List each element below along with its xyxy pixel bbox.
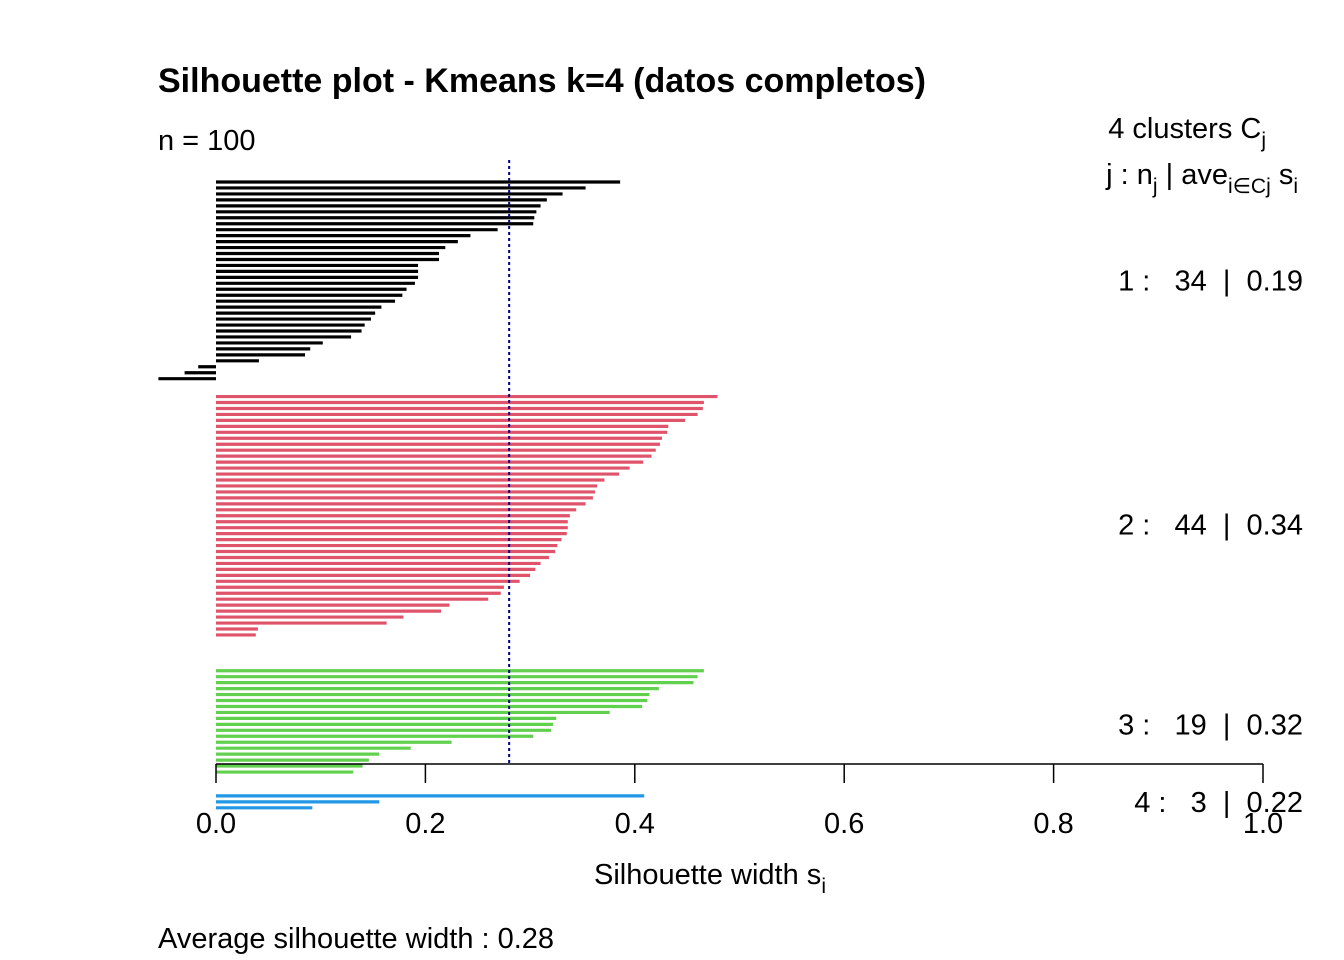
n-label: n = 100: [158, 125, 256, 157]
x-tick-label: 0.6: [824, 808, 864, 840]
legend-header-columns: j : nj | avei∈Cj si: [1105, 159, 1298, 198]
x-axis-label-text: Silhouette width s: [594, 859, 821, 891]
x-tick-label: 0.2: [405, 808, 445, 840]
x-axis-ticks: 0.0 0.2 0.4 0.6 0.8 1.0: [196, 764, 1283, 840]
x-tick-label: 0.8: [1033, 808, 1073, 840]
x-tick-label: 0.4: [615, 808, 655, 840]
cluster-label: 2 : 44 | 0.34: [1118, 510, 1303, 542]
cluster-label: 4 : 3 | 0.22: [1134, 787, 1303, 819]
x-axis-label-sub: i: [821, 875, 826, 898]
legend-header-s: s: [1271, 159, 1294, 191]
x-tick-label: 1.0: [1243, 808, 1283, 840]
cluster-label: 1 : 34 | 0.19: [1118, 265, 1303, 297]
legend-header-j: j : n: [1105, 159, 1153, 191]
legend-header-ave: | ave: [1158, 159, 1228, 191]
legend-header-ave-sub: i∈Cj: [1228, 175, 1271, 198]
cluster-label: 3 : 19 | 0.32: [1118, 709, 1303, 741]
legend-header-clusters: 4 clusters Cj: [1108, 113, 1266, 152]
x-axis-label: Silhouette width si: [594, 859, 826, 898]
chart-title: Silhouette plot - Kmeans k=4 (datos comp…: [158, 62, 926, 100]
silhouette-bars: [158, 180, 718, 810]
legend-header-j-sub: j: [1152, 175, 1158, 198]
legend-header-clusters-sub: j: [1260, 129, 1266, 152]
average-width-footer: Average silhouette width : 0.28: [158, 923, 554, 955]
x-tick-label: 0.0: [196, 808, 236, 840]
legend-header-clusters-text: 4 clusters C: [1108, 113, 1261, 145]
cluster-labels: 1 : 34 | 0.19 2 : 44 | 0.34 3 : 19 | 0.32 4…: [1118, 265, 1303, 819]
legend-header-s-sub: i: [1293, 175, 1298, 198]
